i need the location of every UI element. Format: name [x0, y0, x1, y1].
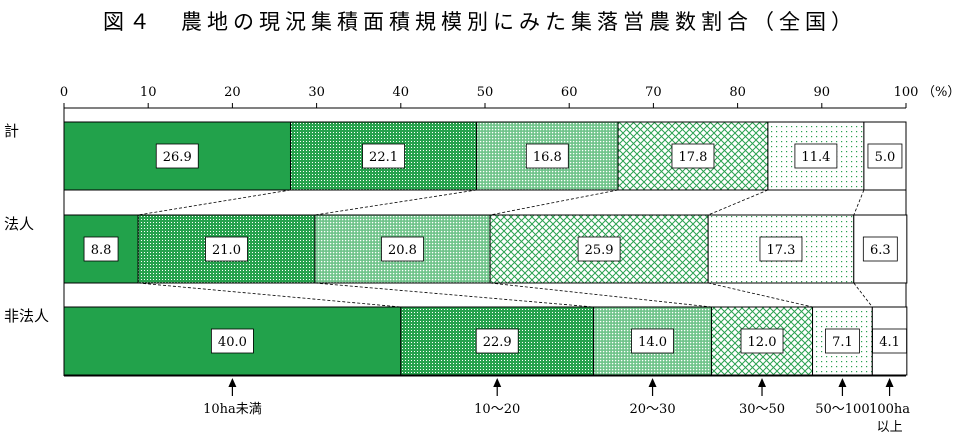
x-tick-label: 0: [60, 85, 68, 100]
value-label-box: [862, 236, 898, 262]
x-tick-label: 80: [729, 85, 746, 100]
value-label: 8.8: [91, 243, 112, 258]
value-label-box: [205, 236, 248, 262]
legend-arrow-head: [493, 378, 502, 387]
legend-arrow-head: [838, 378, 847, 387]
connector-line: [138, 189, 291, 216]
value-label: 21.0: [212, 243, 241, 258]
connector-line: [853, 282, 873, 308]
connector-line: [314, 189, 477, 216]
x-tick-label: 100: [894, 85, 919, 100]
category-label: 計: [4, 122, 19, 140]
connector-line: [314, 282, 594, 308]
legend-arrow-head: [648, 378, 657, 387]
legend-arrow-head: [885, 378, 894, 387]
value-label-box: [381, 236, 424, 262]
value-label: 25.9: [585, 243, 614, 258]
value-label-box: [362, 143, 405, 169]
value-label: 11.4: [801, 150, 830, 165]
legend-label: 10～20: [474, 402, 520, 417]
value-label: 20.8: [388, 243, 417, 258]
value-label: 16.8: [533, 150, 562, 165]
x-tick-label: 70: [645, 85, 662, 100]
legend-label: 20～30: [630, 402, 676, 417]
value-label-box: [759, 236, 803, 262]
value-label: 26.9: [163, 150, 192, 165]
x-tick-label: 50: [477, 85, 494, 100]
unit-label: （%）: [922, 85, 960, 100]
legend-arrow-head: [758, 378, 767, 387]
value-label: 12.0: [748, 335, 777, 350]
connector-line: [489, 189, 619, 216]
legend-arrow-head: [228, 378, 237, 387]
value-label: 17.8: [678, 150, 707, 165]
category-label: 非法人: [4, 307, 49, 325]
value-label-box: [577, 236, 621, 262]
x-tick-label: 90: [814, 85, 831, 100]
category-label: 法人: [4, 215, 34, 233]
value-label-box: [872, 328, 907, 354]
value-label-box: [631, 328, 674, 354]
x-tick-label: 40: [393, 85, 410, 100]
connector-line: [853, 189, 865, 216]
legend-label: 30～50: [739, 402, 785, 417]
value-label-box: [475, 328, 519, 354]
value-label-box: [155, 143, 199, 169]
x-tick-label: 30: [308, 85, 325, 100]
connector-line: [138, 282, 401, 308]
chart-title: 図４ 農地の現況集積面積規模別にみた集落営農数割合（全国）: [103, 10, 857, 34]
connector-line: [490, 282, 712, 308]
legend-label: 50～100: [815, 402, 869, 417]
connector-line: [707, 189, 769, 216]
value-label-box: [525, 143, 569, 169]
value-label-box: [671, 143, 715, 169]
value-label: 40.0: [218, 335, 247, 350]
value-label-box: [740, 328, 784, 354]
x-tick-label: 10: [140, 85, 157, 100]
value-label: 7.1: [832, 335, 853, 350]
value-label-box: [867, 143, 903, 169]
connector-line: [708, 282, 813, 308]
value-label: 6.3: [870, 243, 891, 258]
legend-label: 10ha未満: [203, 402, 262, 417]
x-tick-label: 60: [561, 85, 578, 100]
value-label-box: [825, 328, 860, 354]
value-label: 17.3: [766, 243, 795, 258]
value-label: 4.1: [879, 335, 900, 350]
value-label: 14.0: [638, 335, 667, 350]
value-label: 22.1: [369, 150, 398, 165]
value-label: 5.0: [875, 150, 896, 165]
value-label-box: [210, 328, 254, 354]
x-tick-label: 20: [224, 85, 241, 100]
value-label-box: [794, 143, 838, 169]
value-label: 22.9: [483, 335, 512, 350]
legend-label: 100ha 以上: [869, 402, 910, 435]
value-label-box: [83, 236, 119, 262]
